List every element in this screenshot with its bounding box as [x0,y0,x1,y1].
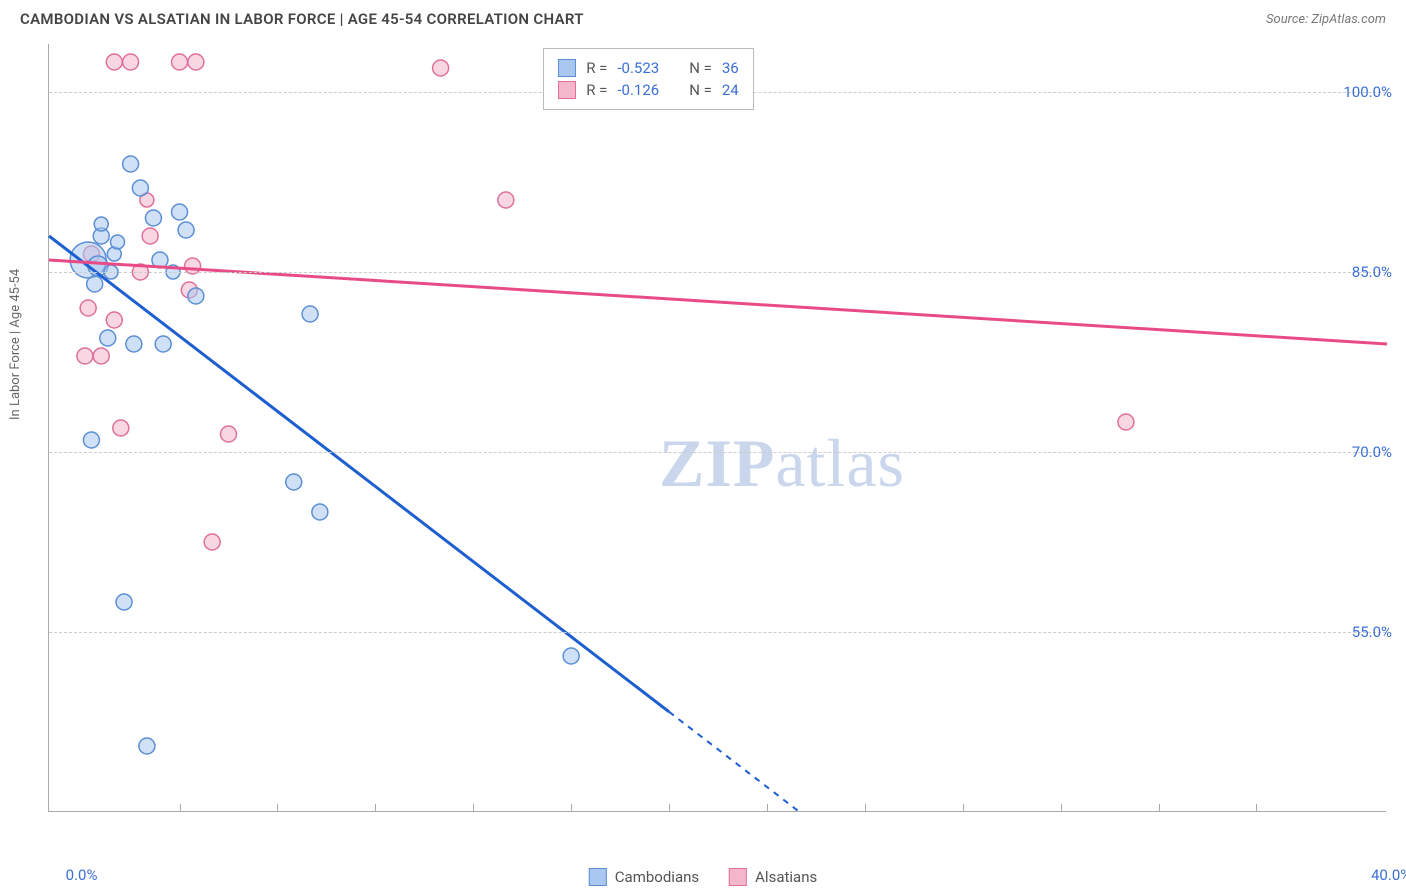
x-minor-tick [180,804,181,812]
alsatians-point [106,54,122,70]
cambodians-point [94,217,108,231]
x-minor-tick [375,804,376,812]
legend-r-label: R = [586,81,607,99]
gridline-h [49,632,1386,633]
cambodians-point [123,156,139,172]
legend-correlation: R = -0.523 N = 36 R = -0.126 N = 24 [543,48,754,110]
x-tick-label: 40.0% [1371,866,1406,884]
cambodians-point [145,210,161,226]
alsatians-point [220,426,236,442]
chart-header: CAMBODIAN VS ALSATIAN IN LABOR FORCE | A… [0,0,1406,34]
y-axis-label: In Labor Force | Age 45-54 [8,269,23,420]
x-tick-label: 0.0% [66,866,98,884]
legend-n-label: N = [689,59,712,77]
x-minor-tick [669,804,670,812]
scatter-svg [49,44,1386,811]
cambodians-point [563,648,579,664]
alsatians-point [433,60,449,76]
legend-swatch [729,868,747,886]
alsatians-point [93,348,109,364]
x-minor-tick [1061,804,1062,812]
legend-swatch [589,868,607,886]
legend-correlation-row: R = -0.126 N = 24 [558,81,739,99]
cambodians-point [126,336,142,352]
alsatians-point [113,420,129,436]
legend-n-label: N = [689,81,712,99]
cambodians-point [286,474,302,490]
cambodians-point [188,288,204,304]
legend-n-value: 24 [722,81,739,99]
cambodians-point [172,204,188,220]
alsatians-point [77,348,93,364]
legend-bottom: Cambodians Alsatians [589,868,817,886]
chart-title: CAMBODIAN VS ALSATIAN IN LABOR FORCE | A… [20,10,584,28]
alsatians-point [188,54,204,70]
alsatians-point [498,192,514,208]
cambodians-trend [49,236,669,712]
y-tick-label: 100.0% [1343,83,1392,101]
cambodians-point [87,276,103,292]
cambodians-point [312,504,328,520]
legend-r-value: -0.126 [617,81,659,99]
x-minor-tick [571,804,572,812]
legend-series-label: Cambodians [615,868,699,886]
cambodians-point [178,222,194,238]
x-minor-tick [1256,804,1257,812]
cambodians-point [116,594,132,610]
gridline-h [49,272,1386,273]
legend-n-value: 36 [722,59,739,77]
alsatians-point [80,300,96,316]
alsatians-point [123,54,139,70]
gridline-h [49,452,1386,453]
y-tick-label: 70.0% [1352,443,1392,461]
legend-series-label: Alsatians [755,868,817,886]
legend-series-item: Cambodians [589,868,699,886]
x-minor-tick [473,804,474,812]
y-tick-label: 85.0% [1352,263,1392,281]
source-label: Source: ZipAtlas.com [1266,12,1386,27]
alsatians-point [1118,414,1134,430]
alsatians-point [172,54,188,70]
cambodians-point [111,235,125,249]
x-minor-tick [767,804,768,812]
legend-swatch [558,59,576,77]
legend-r-value: -0.523 [617,59,659,77]
x-minor-tick [963,804,964,812]
cambodians-point [139,738,155,754]
legend-series-item: Alsatians [729,868,817,886]
legend-correlation-row: R = -0.523 N = 36 [558,59,739,77]
alsatians-point [106,312,122,328]
alsatians-point [142,228,158,244]
cambodians-point [132,180,148,196]
x-minor-tick [277,804,278,812]
cambodians-point [302,306,318,322]
x-minor-tick [1159,804,1160,812]
x-minor-tick [865,804,866,812]
cambodians-point [100,330,116,346]
cambodians-point [83,432,99,448]
legend-swatch [558,81,576,99]
plot-area: ZIPatlas [48,44,1386,812]
cambodians-point [155,336,171,352]
y-tick-label: 55.0% [1352,623,1392,641]
cambodians-trend-dash [669,712,800,812]
legend-r-label: R = [586,59,607,77]
alsatians-point [204,534,220,550]
